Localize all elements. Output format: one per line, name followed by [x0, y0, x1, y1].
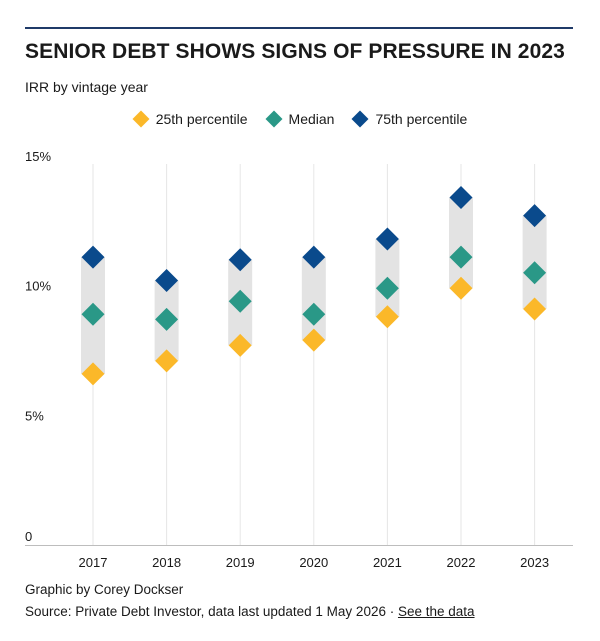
marker-p25-2017 [81, 362, 105, 386]
marker-p75-2023 [523, 204, 547, 228]
chart-plot: 0 5% 10% 15% 2017 2018 2019 2020 2021 2022 2023 [25, 149, 573, 570]
marker-p75-2021 [375, 227, 399, 251]
top-rule [25, 27, 573, 29]
x-tick-label-2019: 2019 [226, 555, 255, 570]
marker-p25-2022 [449, 276, 473, 300]
see-the-data-link[interactable]: See the data [397, 604, 475, 619]
legend-item-p25: 25th percentile [132, 110, 248, 128]
marker-median-2019 [228, 289, 252, 313]
x-tick-label-2018: 2018 [152, 555, 181, 570]
y-tick-label: 5% [25, 408, 44, 423]
marker-median-2017 [81, 302, 105, 326]
marker-median-2018 [155, 307, 179, 331]
marker-median-2021 [375, 276, 399, 300]
x-tick-label-2022: 2022 [447, 555, 476, 570]
x-tick-label-2017: 2017 [79, 555, 108, 570]
legend-item-median: Median [265, 110, 335, 128]
legend-swatch-p25 [132, 110, 150, 128]
chart-subtitle: IRR by vintage year [25, 79, 148, 95]
marker-p75-2019 [228, 248, 252, 272]
y-tick-label: 10% [25, 279, 51, 294]
marker-p25-2019 [228, 333, 252, 357]
marker-p25-2018 [155, 349, 179, 373]
x-tick-label-2021: 2021 [373, 555, 402, 570]
legend-label-median: Median [288, 111, 335, 127]
marker-p25-2020 [302, 328, 326, 352]
legend-label-p75: 75th percentile [375, 111, 468, 127]
x-tick-label-2020: 2020 [299, 555, 328, 570]
marker-median-2020 [302, 302, 326, 326]
x-tick-label-2023: 2023 [520, 555, 549, 570]
graphic-credit: Graphic by Corey Dockser [25, 582, 184, 597]
range-band-2022 [449, 197, 473, 289]
source-text: Source: Private Debt Investor, data last… [25, 604, 398, 619]
source-note: Source: Private Debt Investor, data last… [25, 604, 475, 619]
legend-swatch-median [265, 110, 283, 128]
marker-p75-2018 [155, 268, 179, 292]
legend-item-p75: 75th percentile [351, 110, 468, 128]
legend-label-p25: 25th percentile [155, 111, 248, 127]
marker-p25-2023 [523, 297, 547, 321]
marker-p75-2017 [81, 245, 105, 269]
legend: 25th percentile Median 75th percentile [0, 110, 600, 128]
chart-title: SENIOR DEBT SHOWS SIGNS OF PRESSURE IN 2… [25, 40, 565, 63]
marker-p75-2020 [302, 245, 326, 269]
marker-p75-2022 [449, 185, 473, 209]
y-tick-label: 15% [25, 149, 51, 164]
legend-swatch-p75 [351, 110, 369, 128]
marker-p25-2021 [375, 305, 399, 329]
y-tick-label: 0 [25, 529, 32, 544]
marker-median-2023 [523, 261, 547, 285]
marker-median-2022 [449, 245, 473, 269]
range-band-2020 [301, 257, 326, 341]
